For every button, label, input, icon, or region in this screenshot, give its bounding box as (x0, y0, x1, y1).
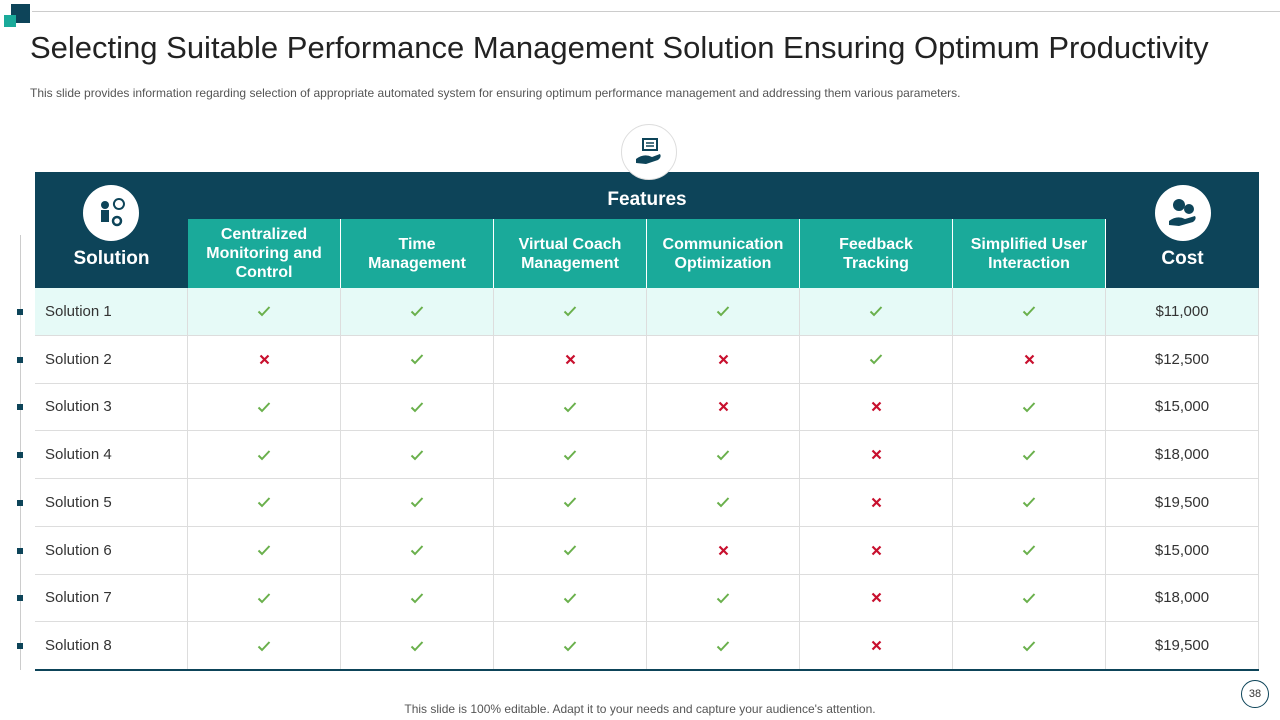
check-icon (953, 383, 1106, 432)
check-icon (341, 288, 494, 336)
top-rule (32, 11, 1280, 12)
row-bullet (17, 452, 23, 459)
check-icon (494, 622, 647, 670)
cross-icon (800, 622, 953, 670)
check-icon (647, 431, 800, 479)
check-icon (188, 431, 341, 479)
cross-icon (953, 335, 1106, 384)
solution-cell: Solution 5 (35, 479, 188, 527)
check-icon (188, 622, 341, 670)
check-icon (341, 574, 494, 623)
check-icon (341, 622, 494, 670)
check-icon (953, 479, 1106, 527)
check-icon (953, 288, 1106, 336)
solution-cell: Solution 7 (35, 574, 188, 623)
footer-note: This slide is 100% editable. Adapt it to… (404, 702, 876, 716)
check-icon (647, 479, 800, 527)
check-icon (800, 288, 953, 336)
cross-icon (800, 383, 953, 432)
check-icon (341, 383, 494, 432)
row-bullet (17, 308, 23, 315)
column-header: Centralized Monitoring and Control (188, 219, 341, 288)
solution-cell: Solution 1 (35, 288, 188, 336)
cross-icon (647, 526, 800, 575)
cost-cell: $15,000 (1106, 526, 1259, 575)
features-label: Features (607, 189, 687, 210)
cross-icon (647, 335, 800, 384)
cost-cell: $15,000 (1106, 383, 1259, 432)
row-bullet (17, 547, 23, 554)
cost-cell: $11,000 (1106, 288, 1259, 336)
check-icon (341, 335, 494, 384)
solution-cell: Solution 8 (35, 622, 188, 670)
check-icon (341, 431, 494, 479)
check-icon (188, 479, 341, 527)
check-icon (494, 526, 647, 575)
subtitle: This slide provides information regardin… (30, 86, 961, 100)
title: Selecting Suitable Performance Managemen… (30, 30, 1209, 65)
cost-cell: $18,000 (1106, 574, 1259, 623)
cost-cell: $12,500 (1106, 335, 1259, 384)
check-icon (494, 479, 647, 527)
solution-cell: Solution 6 (35, 526, 188, 575)
check-icon (494, 574, 647, 623)
cost-cell: $19,500 (1106, 622, 1259, 670)
header-icon (83, 185, 139, 241)
check-icon (494, 383, 647, 432)
cost-cell: $19,500 (1106, 479, 1259, 527)
header-icon (1155, 185, 1211, 241)
cross-icon (800, 431, 953, 479)
row-bullet (17, 595, 23, 602)
row-bullet (17, 643, 23, 650)
check-icon (188, 383, 341, 432)
column-header: Communication Optimization (647, 219, 800, 288)
cost-cell: $18,000 (1106, 431, 1259, 479)
column-header: Virtual Coach Management (494, 219, 647, 288)
check-icon (188, 574, 341, 623)
check-icon (647, 288, 800, 336)
cross-icon (647, 383, 800, 432)
column-header: Cost (1161, 248, 1204, 269)
check-icon (188, 288, 341, 336)
cross-icon (800, 526, 953, 575)
check-icon (953, 431, 1106, 479)
cross-icon (494, 335, 647, 384)
cross-icon (800, 574, 953, 623)
cross-icon (188, 335, 341, 384)
cross-icon (800, 479, 953, 527)
check-icon (188, 526, 341, 575)
check-icon (800, 335, 953, 384)
solution-cell: Solution 2 (35, 335, 188, 384)
solution-cell: Solution 4 (35, 431, 188, 479)
check-icon (647, 622, 800, 670)
decor-square (4, 15, 16, 27)
check-icon (953, 622, 1106, 670)
column-header: Feedback Tracking (800, 219, 953, 288)
check-icon (494, 431, 647, 479)
table-bottom-rule (35, 669, 1259, 671)
features-icon (621, 124, 677, 180)
row-bullet (17, 356, 23, 363)
check-icon (647, 574, 800, 623)
check-icon (341, 479, 494, 527)
row-bullet (17, 404, 23, 411)
row-bullet (17, 499, 23, 506)
solution-cell: Solution 3 (35, 383, 188, 432)
check-icon (494, 288, 647, 336)
check-icon (341, 526, 494, 575)
column-header: Time Management (341, 219, 494, 288)
page-number: 38 (1241, 680, 1269, 708)
column-header: Solution (73, 248, 150, 269)
check-icon (953, 574, 1106, 623)
column-header: Simplified User Interaction (953, 219, 1106, 288)
check-icon (953, 526, 1106, 575)
